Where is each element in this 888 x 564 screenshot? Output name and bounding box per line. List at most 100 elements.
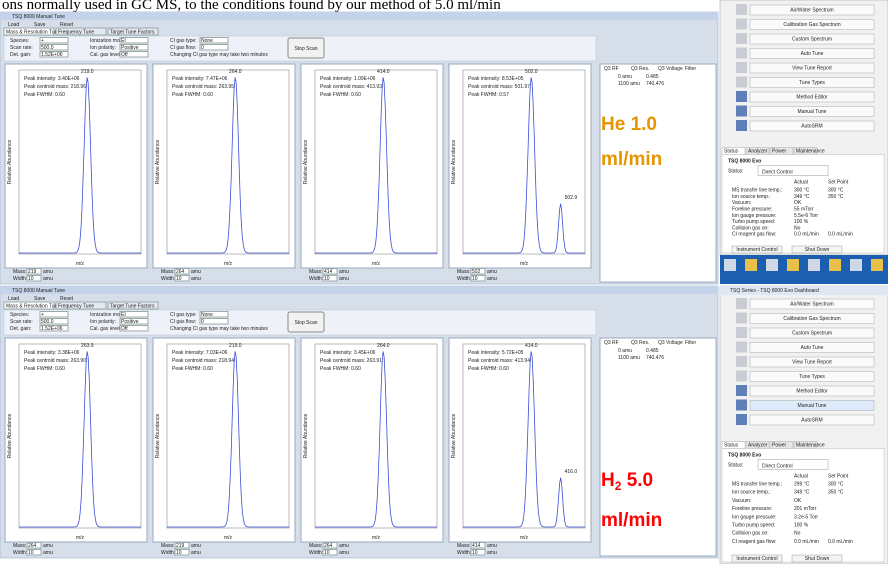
peak-label: 502.0: [525, 69, 538, 75]
flow-label-part: 5.0: [621, 470, 653, 491]
peak-intensity: Peak intensity: 5.72E+05: [468, 350, 524, 356]
side-cell: 1100 amu: [618, 355, 640, 361]
dashboard-button-label: Tune Types: [799, 80, 825, 86]
status-label: Status:: [728, 169, 744, 175]
x-axis-label: m/z: [372, 535, 381, 541]
mass-unit: amu: [339, 543, 349, 549]
mass-value: 264: [176, 269, 185, 275]
column-header: Set Point: [828, 180, 849, 186]
param-field[interactable]: [40, 312, 68, 318]
param-value: Positive: [121, 45, 139, 51]
param-field[interactable]: [200, 45, 228, 51]
dashboard-icon: [736, 298, 747, 309]
peak-intensity: Peak intensity: 7.03E+06: [172, 350, 228, 356]
mass-label: Mass:: [309, 543, 322, 549]
dashboard-icon: [736, 356, 747, 367]
status-cell: 299 °C: [794, 482, 810, 488]
peak-fwhm: Peak FWHM: 0.60: [24, 366, 65, 372]
peak-centroid: Peak centroid mass: 218.94: [172, 358, 234, 364]
param-label: Cal. gas level:: [90, 326, 121, 332]
mass-value: 264: [324, 543, 333, 549]
dashboard-button-label: Method Editor: [796, 95, 827, 101]
stop-scan-label: Stop Scan: [294, 320, 317, 326]
status-cell: No: [794, 225, 801, 231]
menu-item[interactable]: Load: [8, 22, 19, 28]
desktop-icon[interactable]: [808, 259, 820, 271]
status-cell: Vacuum:: [732, 200, 751, 206]
dashboard-button-label: View Tune Report: [792, 66, 832, 72]
dashboard-button-label: Auto Tune: [801, 345, 824, 351]
x-axis-label: m/z: [520, 535, 529, 541]
tab-label: Target Tune Factors: [110, 304, 155, 310]
width-value: 10: [28, 276, 34, 282]
width-value: 10: [472, 550, 478, 556]
y-axis-label: Relative Abundance: [451, 414, 457, 459]
width-unit: amu: [487, 276, 497, 282]
status-cell: 3.2e-5 Torr: [794, 514, 818, 520]
peak-fwhm: Peak FWHM: 0.60: [24, 92, 65, 98]
peak-label: 264.0: [377, 343, 390, 349]
status-value: Direct Control: [762, 170, 793, 176]
desktop-icon[interactable]: [850, 259, 862, 271]
param-field[interactable]: [200, 319, 228, 325]
mass-unit: amu: [487, 543, 497, 549]
flow-label: ml/min: [601, 149, 662, 170]
x-axis-label: m/z: [76, 261, 85, 267]
dashboard-icon: [736, 371, 747, 382]
width-unit: amu: [191, 276, 201, 282]
desktop-icon[interactable]: [745, 259, 757, 271]
tab-label: Frequency Tune: [58, 304, 94, 310]
side-header: Q3 Voltage: [658, 66, 683, 72]
param-field[interactable]: [40, 38, 68, 44]
dashboard-button-label: Tune Types: [799, 374, 825, 380]
title-bar: [0, 286, 718, 294]
flow-label: He 1.0: [601, 114, 657, 135]
mass-value: 219: [176, 543, 185, 549]
menu-item[interactable]: Load: [8, 296, 19, 302]
side-header: Filter: [685, 340, 696, 346]
desktop-icon[interactable]: [829, 259, 841, 271]
mass-unit: amu: [191, 269, 201, 275]
side-header: Q3 Res.: [631, 340, 649, 346]
x-axis-label: m/z: [372, 261, 381, 267]
status-cell: 0.0 mL/min: [828, 539, 853, 545]
menu-item[interactable]: Reset: [60, 296, 74, 302]
status-cell: Ion gauge pressure:: [732, 514, 776, 520]
param-label: Species:: [10, 312, 29, 318]
side-cell: 1100 amu: [618, 81, 640, 87]
dashboard-icon: [736, 33, 747, 44]
param-label: Species:: [10, 38, 29, 44]
status-cell: Turbo pump speed:: [732, 522, 775, 528]
width-label: Width:: [309, 276, 323, 282]
menu-item[interactable]: Save: [34, 296, 46, 302]
desktop-icon[interactable]: [871, 259, 883, 271]
peak-label: 414.0: [525, 343, 538, 349]
width-label: Width:: [13, 276, 27, 282]
side-header: Filter: [685, 66, 696, 72]
mass-unit: amu: [339, 269, 349, 275]
y-axis-label: Relative Abundance: [155, 140, 161, 185]
column-header: Actual: [794, 474, 808, 480]
param-value: Off: [121, 326, 128, 332]
param-label: Cal. gas level:: [90, 52, 121, 58]
param-value: Positive: [121, 319, 139, 325]
param-value: 0: [201, 319, 204, 325]
width-label: Width:: [161, 276, 175, 282]
status-tab-label: Status: [724, 443, 739, 449]
width-unit: amu: [339, 276, 349, 282]
status-tab-label: Maintenance: [796, 149, 825, 155]
param-value: 1.52E+06: [41, 52, 63, 58]
dashboard-button-label: Custom Spectrum: [792, 331, 832, 337]
desktop-icon[interactable]: [787, 259, 799, 271]
menu-item[interactable]: Save: [34, 22, 46, 28]
y-axis-label: Relative Abundance: [155, 414, 161, 459]
menu-item[interactable]: Reset: [60, 22, 74, 28]
width-label: Width:: [13, 550, 27, 556]
mass-unit: amu: [487, 269, 497, 275]
tab-label: Frequency Tune: [58, 30, 94, 36]
side-header: Q3 RF: [604, 340, 619, 346]
desktop-icon[interactable]: [724, 259, 736, 271]
flow-label-part: ml/min: [601, 510, 662, 531]
desktop-icon[interactable]: [766, 259, 778, 271]
param-label: Ion polarity:: [90, 319, 116, 325]
